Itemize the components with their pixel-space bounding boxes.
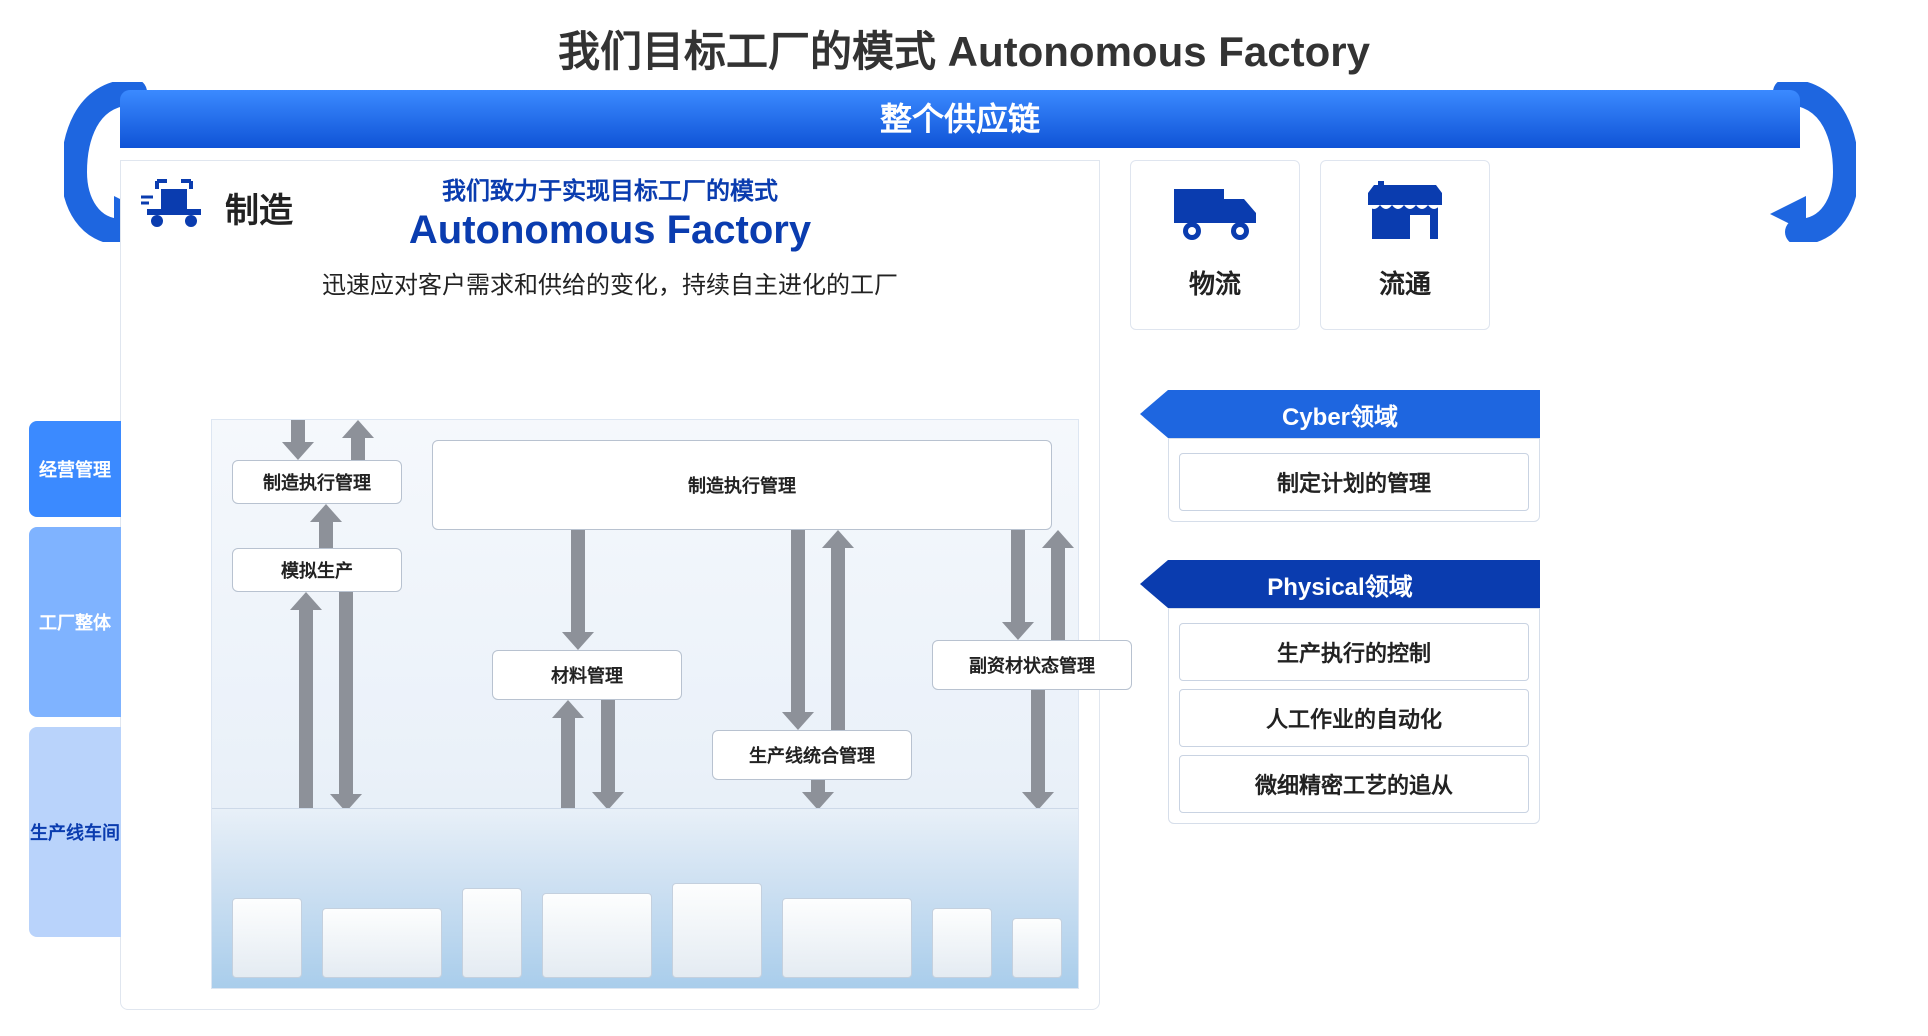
up-arrow-icon xyxy=(822,530,854,730)
flow-box-sim-production: 模拟生产 xyxy=(232,548,402,592)
down-arrow-icon xyxy=(592,700,624,810)
category-tab-management: 经营管理 xyxy=(29,421,121,517)
process-step-plan: 制造计划 xyxy=(221,371,413,411)
physical-callout-head: Physical领域 xyxy=(1140,560,1540,608)
supply-chain-banner: 整个供应链 xyxy=(120,90,1800,148)
cyber-callout-body: 制定计划的管理 xyxy=(1168,438,1540,522)
machine-icon xyxy=(542,893,652,978)
physical-callout-body: 生产执行的控制 人工作业的自动化 微细精密工艺的追从 xyxy=(1168,608,1540,824)
down-arrow-icon xyxy=(802,780,834,810)
truck-icon xyxy=(1170,179,1260,245)
flow-box-line-integration: 生产线统合管理 xyxy=(712,730,912,780)
distribution-card: 流通 xyxy=(1320,160,1490,330)
down-arrow-icon xyxy=(1022,690,1054,810)
physical-callout-title: Physical领域 xyxy=(1267,567,1412,602)
manufacture-panel: 制造 我们致力于实现目标工厂的模式 Autonomous Factory 迅速应… xyxy=(120,160,1100,1010)
machine-icon xyxy=(672,883,762,978)
category-tab-factory: 工厂整体 xyxy=(29,527,121,717)
process-step-maintain: 维护管理 xyxy=(887,371,1079,411)
physical-callout: Physical领域 生产执行的控制 人工作业的自动化 微细精密工艺的追从 xyxy=(1140,560,1540,824)
machine-icon xyxy=(782,898,912,978)
up-arrow-icon xyxy=(342,420,374,460)
process-step-exec: 制造执行 xyxy=(665,371,857,411)
cyber-callout-title: Cyber领域 xyxy=(1282,397,1398,432)
machine-icon xyxy=(1012,918,1062,978)
process-step-label: 制造计划 xyxy=(281,378,353,404)
manufacture-title-en: Autonomous Factory xyxy=(121,208,1099,253)
manufacture-title-block: 我们致力于实现目标工厂的模式 Autonomous Factory 迅速应对客户… xyxy=(121,171,1099,300)
logistics-label: 物流 xyxy=(1131,264,1299,301)
down-arrow-icon xyxy=(782,530,814,730)
store-icon xyxy=(1360,179,1450,245)
process-step-label: 维护管理 xyxy=(947,378,1019,404)
left-category-tabs: 经营管理 工厂整体 生产线车间 xyxy=(29,421,121,947)
physical-item: 微细精密工艺的追从 xyxy=(1179,755,1529,813)
cyber-callout-head: Cyber领域 xyxy=(1140,390,1540,438)
physical-item: 人工作业的自动化 xyxy=(1179,689,1529,747)
up-arrow-icon xyxy=(1042,530,1074,640)
logistics-card: 物流 xyxy=(1130,160,1300,330)
down-arrow-icon xyxy=(1002,530,1034,640)
process-step-material: 材料准备 xyxy=(443,371,635,411)
distribution-label: 流通 xyxy=(1321,264,1489,301)
flow-box-exec-mgmt-small: 制造执行管理 xyxy=(232,460,402,504)
cyber-item: 制定计划的管理 xyxy=(1179,453,1529,511)
process-step-label: 材料准备 xyxy=(503,378,575,404)
machine-icon xyxy=(932,908,992,978)
machine-icon xyxy=(322,908,442,978)
cyber-callout: Cyber领域 制定计划的管理 xyxy=(1140,390,1540,522)
category-tab-line: 生产线车间 xyxy=(29,727,121,937)
down-arrow-icon xyxy=(330,592,362,812)
flow-box-material-mgmt: 材料管理 xyxy=(492,650,682,700)
down-arrow-icon xyxy=(282,420,314,460)
flow-area: 制造执行管理 模拟生产 制造执行管理 材料管理 生产线统合管理 副资材状态管理 xyxy=(211,419,1079,989)
flow-box-exec-mgmt-wide: 制造执行管理 xyxy=(432,440,1052,530)
diagram-root: 整个供应链 制造 我们致力于实现目标工厂的模式 Autonomous Facto… xyxy=(120,90,1800,1010)
machine-icon xyxy=(462,888,522,978)
physical-item: 生产执行的控制 xyxy=(1179,623,1529,681)
flow-box-aux-status: 副资材状态管理 xyxy=(932,640,1132,690)
machine-icon xyxy=(232,898,302,978)
up-arrow-icon xyxy=(290,592,322,812)
manufacture-subtitle: 我们致力于实现目标工厂的模式 xyxy=(121,171,1099,206)
up-arrow-icon xyxy=(552,700,584,810)
up-arrow-icon xyxy=(310,504,342,548)
page-title: 我们目标工厂的模式 Autonomous Factory xyxy=(0,0,1928,79)
process-steps-row: 制造计划 材料准备 制造执行 维护管理 xyxy=(221,371,1079,411)
factory-floor-illustration xyxy=(212,808,1078,988)
down-arrow-icon xyxy=(562,530,594,650)
manufacture-description: 迅速应对客户需求和供给的变化，持续自主进化的工厂 xyxy=(121,265,1099,300)
process-step-label: 制造执行 xyxy=(725,378,797,404)
